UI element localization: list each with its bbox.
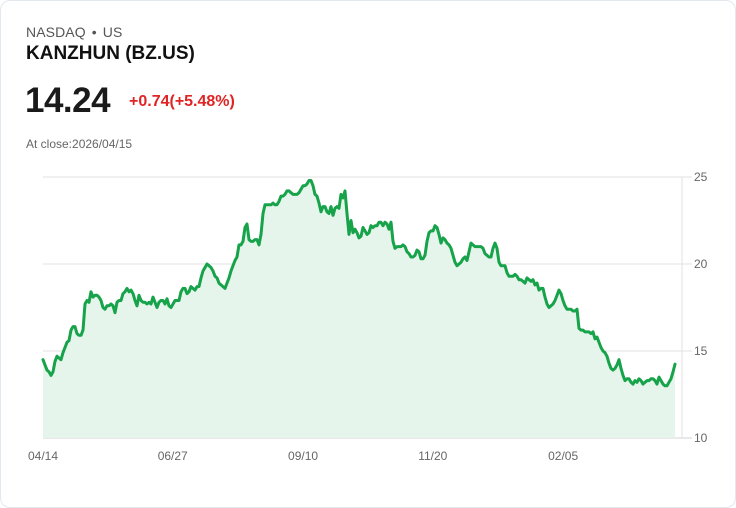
market-label: US [102, 24, 123, 40]
x-axis-ticks: 04/14 06/27 09/10 11/20 02/05 [28, 449, 579, 463]
stock-name: KANZHUN (BZ.US) [26, 43, 195, 64]
stock-price: 14.24 [25, 81, 111, 120]
chart-price-line [41, 179, 677, 388]
x-tick-label: 11/20 [418, 449, 447, 463]
x-tick-label: 04/14 [28, 449, 58, 463]
x-tick-label: 09/10 [288, 449, 318, 463]
separator-dot: • [91, 24, 97, 40]
y-axis-ticks: 25 20 15 10 [694, 170, 708, 445]
x-tick-label: 02/05 [548, 449, 578, 463]
chart-area-fill [43, 180, 675, 438]
exchange-label: NASDAQ [26, 24, 86, 40]
price-change: +0.74(+5.48%) [129, 93, 235, 110]
y-tick-label: 15 [694, 344, 708, 358]
y-tick-label: 25 [694, 170, 708, 184]
y-tick-label: 20 [694, 257, 708, 271]
x-tick-label: 06/27 [158, 449, 188, 463]
y-tick-label: 10 [694, 431, 708, 445]
exchange-info: NASDAQ • US [26, 24, 122, 40]
close-date: At close:2026/04/15 [26, 137, 133, 151]
